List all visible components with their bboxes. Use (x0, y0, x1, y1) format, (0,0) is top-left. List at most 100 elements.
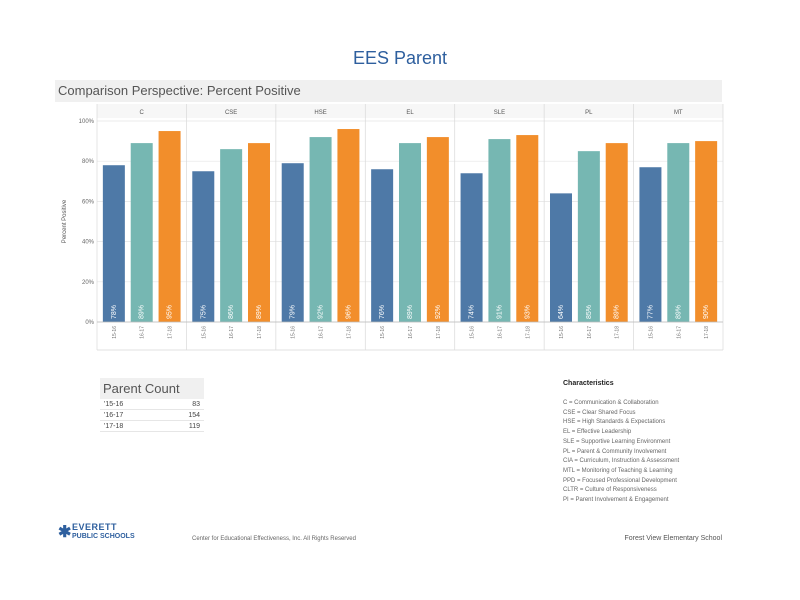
bar (460, 173, 483, 322)
characteristic-item: CIA = Curriculum, Instruction & Assessme… (563, 458, 680, 465)
characteristics-title: Characteristics (563, 380, 614, 387)
x-tick-label: 15-16 (112, 326, 118, 339)
bar-value-label: 85% (586, 305, 593, 319)
characteristic-item: CSE = Clear Shared Focus (563, 409, 636, 416)
x-tick-label: 17-18 (615, 326, 621, 339)
x-tick-label: 17-18 (704, 326, 710, 339)
copyright-text: Center for Educational Effectiveness, In… (192, 536, 356, 542)
bar (130, 143, 153, 322)
chart-panel-header: Comparison Perspective: Percent Positive (55, 80, 722, 102)
parent-count-year: '15-16 (104, 401, 124, 408)
x-tick-label: 16-17 (229, 326, 235, 339)
parent-count-value: 119 (188, 423, 200, 430)
bar (695, 141, 718, 322)
parent-count-value: 83 (192, 401, 200, 408)
bar (220, 149, 243, 322)
bar (248, 143, 270, 322)
x-tick-label: 17-18 (257, 326, 263, 339)
facet-header: EL (406, 110, 414, 116)
parent-count-table: Parent Count '15-16 83 '16-17 154 '17-18… (100, 378, 204, 432)
facet-header: PL (585, 110, 593, 116)
characteristic-item: C = Communication & Collaboration (563, 400, 659, 406)
parent-count-year: '17-18 (104, 423, 124, 430)
bar-value-label: 78% (111, 305, 118, 319)
y-axis-label: Percent Positive (62, 199, 68, 243)
parent-count-value: 154 (188, 412, 200, 419)
parent-count-year: '16-17 (104, 412, 124, 419)
characteristic-item: EL = Effective Leadership (563, 429, 632, 436)
x-tick-label: 15-16 (559, 326, 565, 339)
everett-logo: ✱ EVERETT PUBLIC SCHOOLS (58, 520, 158, 544)
facet-header: SLE (494, 110, 505, 116)
characteristic-item: CLTR = Culture of Responsiveness (563, 487, 657, 494)
y-tick-label: 60% (82, 199, 95, 205)
bar-value-label: 93% (524, 305, 531, 319)
bar (281, 163, 304, 322)
bar (639, 167, 662, 322)
bar-value-label: 64% (558, 305, 565, 319)
x-tick-label: 16-17 (497, 326, 503, 339)
characteristic-item: PL = Parent & Community Involvement (563, 448, 667, 455)
x-tick-label: 15-16 (201, 326, 207, 339)
bar-value-label: 95% (167, 305, 174, 319)
x-tick-label: 17-18 (525, 326, 531, 339)
characteristics-legend: Characteristics C = Communication & Coll… (563, 380, 733, 506)
y-tick-label: 20% (82, 280, 95, 286)
panel-title: Comparison Perspective: Percent Positive (58, 83, 301, 98)
bar (605, 143, 628, 322)
x-tick-label: 16-17 (676, 326, 682, 339)
bar-value-label: 89% (614, 305, 621, 319)
parent-count-row: '16-17 154 (100, 410, 204, 421)
bar (488, 139, 511, 322)
characteristic-item: MTL = Monitoring of Teaching & Learning (563, 467, 673, 474)
parent-count-header: Parent Count (100, 378, 204, 399)
bar-value-label: 76% (379, 305, 386, 319)
facet-header: CSE (225, 110, 237, 116)
bar-value-label: 77% (647, 305, 654, 319)
bar (577, 151, 600, 322)
facet-header: MT (674, 110, 683, 116)
x-tick-label: 17-18 (436, 326, 442, 339)
logo-line-2: PUBLIC SCHOOLS (72, 533, 135, 540)
facet-header-row (97, 104, 723, 118)
logo-line-1: EVERETT (72, 522, 118, 532)
bar (192, 171, 215, 322)
characteristic-item: SLE = Supportive Learning Environment (563, 438, 671, 445)
bar (516, 135, 539, 322)
y-tick-label: 40% (82, 240, 95, 246)
bar-value-label: 89% (139, 305, 146, 319)
bar-value-label: 96% (345, 305, 352, 319)
characteristic-item: PI = Parent Involvement & Engagement (563, 497, 669, 504)
characteristic-item: PPD = Focused Professional Development (563, 477, 677, 484)
bar-value-label: 89% (407, 305, 414, 319)
y-tick-label: 0% (85, 320, 94, 326)
characteristic-item: HSE = High Standards & Expectations (563, 419, 666, 426)
page-footer: ✱ EVERETT PUBLIC SCHOOLS Center for Educ… (58, 520, 722, 546)
parent-count-row: '17-18 119 (100, 421, 204, 432)
x-tick-label: 16-17 (319, 326, 325, 339)
x-tick-label: 17-18 (346, 326, 352, 339)
bar (426, 137, 449, 322)
bar-value-label: 89% (675, 305, 682, 319)
facet-header: HSE (314, 110, 326, 116)
y-tick-label: 100% (79, 119, 95, 125)
x-tick-label: 15-16 (380, 326, 386, 339)
x-tick-label: 15-16 (648, 326, 654, 339)
bar-value-label: 74% (469, 305, 476, 319)
bar (550, 193, 572, 322)
x-tick-label: 15-16 (291, 326, 297, 339)
bar (309, 137, 332, 322)
bar (337, 129, 360, 322)
school-name: Forest View Elementary School (624, 535, 722, 542)
y-tick-label: 80% (82, 159, 95, 165)
bar (102, 165, 125, 322)
logo-figure-icon: ✱ (58, 524, 72, 541)
x-tick-label: 16-17 (140, 326, 146, 339)
bar-value-label: 79% (290, 305, 297, 319)
bar-value-label: 90% (703, 305, 710, 319)
bar (667, 143, 690, 322)
bar-value-label: 86% (228, 305, 235, 319)
bar-value-label: 89% (256, 305, 263, 319)
bar-value-label: 92% (435, 305, 442, 319)
x-tick-label: 17-18 (168, 326, 174, 339)
